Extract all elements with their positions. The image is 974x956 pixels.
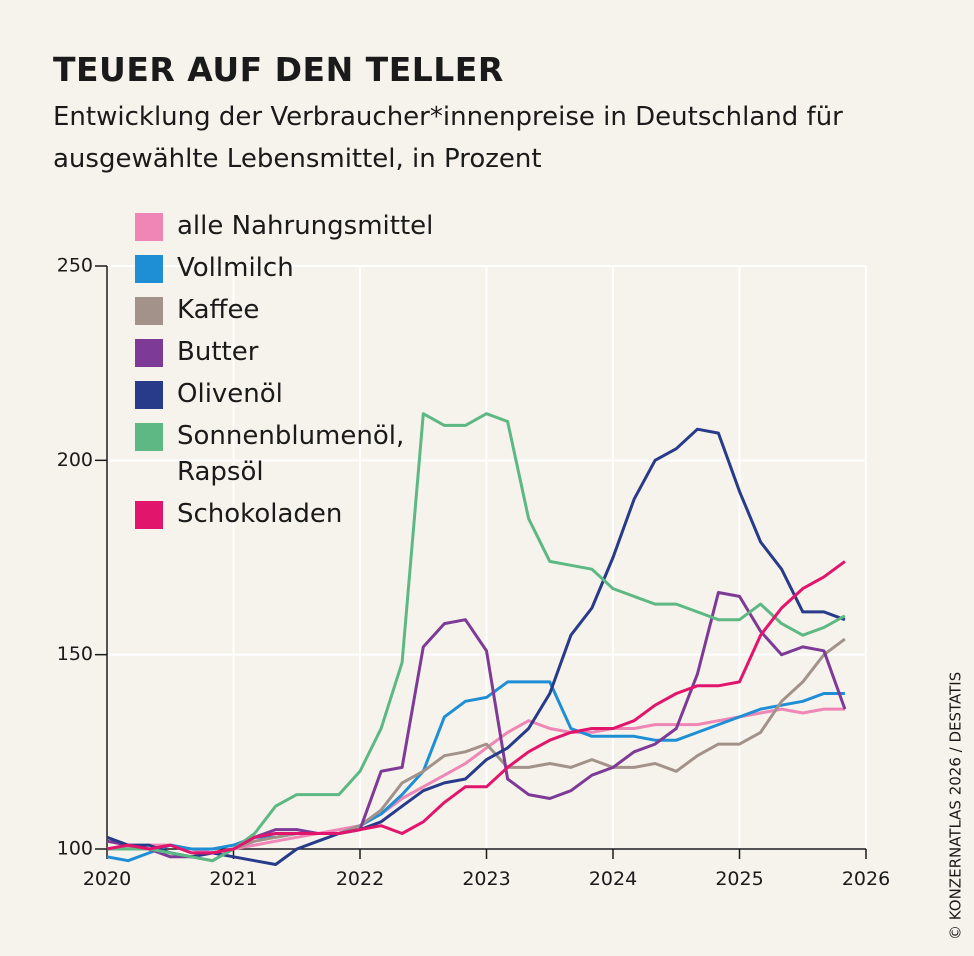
legend-swatch bbox=[135, 297, 163, 325]
y-tick-label: 150 bbox=[57, 643, 93, 665]
x-tick-label: 2020 bbox=[83, 868, 131, 890]
legend-item: alle Nahrungsmittel bbox=[135, 208, 447, 244]
legend-item: Vollmilch bbox=[135, 250, 447, 286]
legend-swatch bbox=[135, 213, 163, 241]
legend-item: Sonnenblumenöl, Rapsöl bbox=[135, 418, 447, 490]
legend: alle Nahrungsmittel Vollmilch Kaffee Butter… bbox=[135, 208, 447, 538]
credit: © KONZERNATLAS 2026 / DESTATIS bbox=[947, 672, 965, 940]
series-line bbox=[106, 591, 847, 859]
legend-item: Kaffee bbox=[135, 292, 447, 328]
legend-label: Schokoladen bbox=[177, 499, 343, 529]
legend-swatch bbox=[135, 381, 163, 409]
legend-item: Olivenöl bbox=[135, 376, 447, 412]
x-tick-label: 2022 bbox=[336, 868, 384, 890]
legend-label: Vollmilch bbox=[177, 253, 294, 283]
legend-swatch bbox=[135, 339, 163, 367]
chart-subtitle: Entwicklung der Verbraucher*innenpreise … bbox=[53, 102, 843, 174]
legend-swatch bbox=[135, 255, 163, 283]
x-tick-label: 2025 bbox=[715, 868, 763, 890]
series-line bbox=[106, 680, 845, 863]
legend-item: Butter bbox=[135, 334, 447, 370]
legend-swatch bbox=[135, 501, 163, 529]
legend-swatch bbox=[135, 423, 163, 451]
x-tick-label: 2023 bbox=[462, 868, 510, 890]
series-line bbox=[106, 427, 846, 866]
y-tick-label: 200 bbox=[57, 449, 93, 471]
legend-label: Kaffee bbox=[177, 295, 260, 325]
legend-label: Olivenöl bbox=[177, 379, 283, 409]
x-tick-label: 2024 bbox=[589, 868, 637, 890]
series-line bbox=[106, 707, 845, 855]
series-line bbox=[106, 637, 846, 863]
x-tick-label: 2026 bbox=[842, 868, 890, 890]
legend-item: Schokoladen bbox=[135, 496, 447, 532]
legend-label: Sonnenblumenöl, Rapsöl bbox=[177, 421, 405, 487]
y-tick-label: 100 bbox=[57, 838, 93, 860]
series-line bbox=[106, 560, 846, 855]
chart-title: TEUER AUF DEN TELLER bbox=[53, 50, 504, 89]
legend-label: Butter bbox=[177, 337, 259, 367]
x-tick-label: 2021 bbox=[209, 868, 257, 890]
y-tick-label: 250 bbox=[57, 255, 93, 277]
legend-label: alle Nahrungsmittel bbox=[177, 211, 434, 241]
